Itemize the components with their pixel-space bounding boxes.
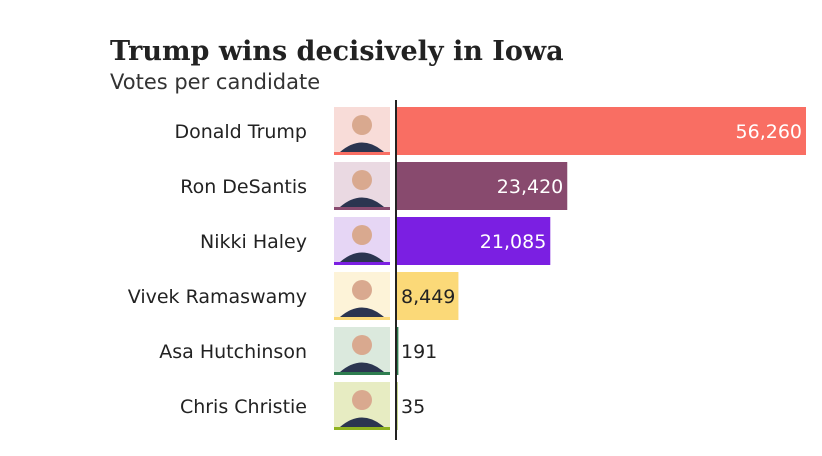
data-label: 191 [401, 341, 437, 363]
bar-donald-trump [397, 107, 806, 155]
photo-color-strip [334, 317, 390, 320]
photo-color-strip [334, 427, 390, 430]
candidate-face [352, 115, 372, 135]
candidate-face [352, 170, 372, 190]
photo-color-strip [334, 207, 390, 210]
candidate-suit [340, 362, 384, 372]
data-label: 23,420 [497, 176, 563, 198]
candidate-suit [340, 252, 384, 262]
candidate-face [352, 225, 372, 245]
category-label: Nikki Haley [200, 231, 307, 253]
data-label: 35 [401, 396, 425, 418]
bar-ron-desantis [397, 162, 568, 210]
bar-asa-hutchinson [397, 327, 399, 375]
candidate-suit [340, 307, 384, 317]
bar-nikki-haley [397, 217, 551, 265]
photo-color-strip [334, 372, 390, 375]
data-label: 56,260 [736, 121, 802, 143]
candidate-face [352, 390, 372, 410]
category-label: Asa Hutchinson [159, 341, 307, 363]
candidate-suit [340, 142, 384, 152]
candidate-face [352, 335, 372, 355]
candidate-suit [340, 417, 384, 427]
photo-color-strip [334, 262, 390, 265]
candidate-face [352, 280, 372, 300]
data-label: 8,449 [401, 286, 455, 308]
photo-color-strip [334, 152, 390, 155]
category-label: Chris Christie [180, 396, 307, 418]
chart-subtitle: Votes per candidate [110, 70, 321, 94]
category-label: Vivek Ramaswamy [128, 286, 307, 308]
category-label: Donald Trump [174, 121, 307, 143]
data-label: 21,085 [480, 231, 546, 253]
chart-title: Trump wins decisively in Iowa [110, 36, 564, 67]
candidate-suit [340, 197, 384, 207]
bar-chris-christie [397, 382, 398, 430]
bar-vivek-ramaswamy [397, 272, 459, 320]
category-label: Ron DeSantis [180, 176, 307, 198]
